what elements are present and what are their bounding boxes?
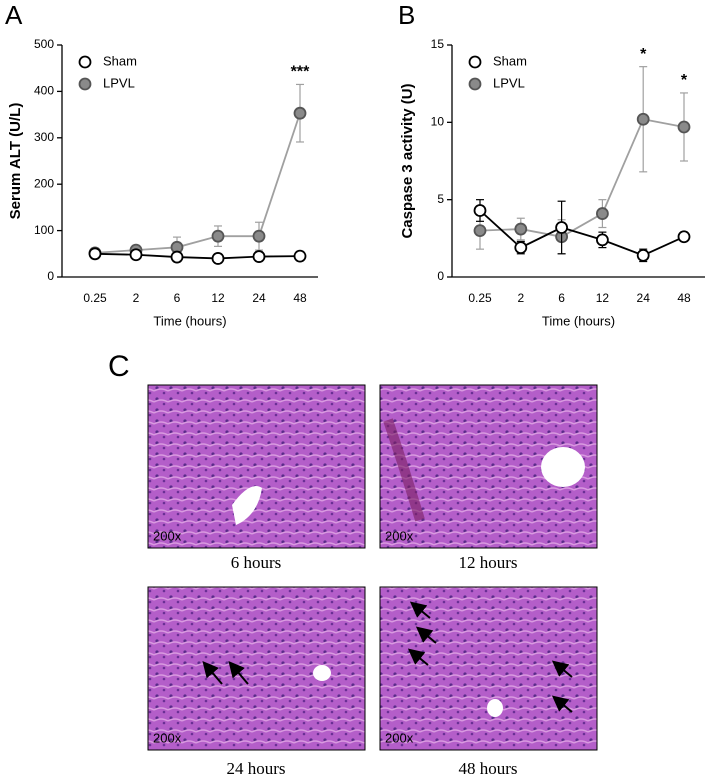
x-tick-label: 12 (211, 291, 225, 305)
x-tick-label: 0.25 (468, 291, 492, 305)
data-point (293, 106, 307, 120)
y-tick-label: 0 (47, 269, 54, 283)
magnification: 200x (153, 528, 182, 543)
arrow (551, 660, 573, 678)
data-point (596, 207, 609, 220)
significance-marker: *** (291, 64, 310, 81)
data-point (252, 229, 266, 243)
x-tick-label: 48 (677, 291, 691, 305)
arrow (409, 601, 431, 619)
caption: 12 hours (458, 553, 517, 572)
series-line (479, 209, 685, 257)
x-tick-label: 12 (596, 291, 610, 305)
arrows (202, 601, 573, 713)
arrow (407, 648, 429, 666)
y-tick-label: 15 (431, 37, 445, 51)
legend-marker (78, 55, 92, 69)
vessel (313, 665, 331, 681)
micrograph (379, 586, 598, 751)
y-axis-title: Serum ALT (U/L) (7, 103, 24, 220)
vessel (541, 447, 585, 487)
data-point (636, 112, 650, 126)
y-tick-label: 0 (437, 269, 444, 283)
panel-label: C (108, 350, 130, 383)
series-line (94, 252, 301, 260)
data-point (636, 248, 650, 262)
y-tick-label: 5 (437, 192, 444, 206)
magnification: 200x (385, 730, 414, 745)
significance-marker: * (681, 72, 688, 89)
x-tick-label: 2 (517, 291, 524, 305)
x-axis-title: Time (hours) (153, 313, 226, 328)
data-point (129, 248, 143, 262)
x-tick-label: 48 (293, 291, 307, 305)
data-point (514, 241, 528, 255)
y-tick-label: 100 (34, 223, 54, 237)
x-tick-label: 2 (133, 291, 140, 305)
legend-marker (468, 77, 482, 91)
micrographs (147, 384, 598, 751)
x-tick-label: 6 (558, 291, 565, 305)
data-point (88, 247, 102, 261)
y-tick-label: 200 (34, 176, 54, 190)
legend-marker (468, 55, 482, 69)
series-line (479, 118, 685, 238)
caption: 48 hours (458, 759, 517, 778)
arrow (415, 626, 437, 644)
data-point (555, 221, 568, 234)
x-tick-label: 24 (637, 291, 651, 305)
y-tick-label: 500 (34, 37, 54, 51)
magnification: 200x (153, 730, 182, 745)
x-tick-label: 24 (252, 291, 266, 305)
data-point (211, 229, 225, 243)
micrograph (147, 384, 366, 549)
x-axis-title: Time (hours) (542, 313, 615, 328)
data-point (473, 204, 487, 217)
data-point (596, 233, 609, 247)
legend-label: Sham (103, 53, 137, 68)
series-line (94, 112, 301, 254)
y-tick-label: 10 (431, 115, 445, 129)
y-tick-label: 400 (34, 84, 54, 98)
data-point (677, 230, 691, 244)
y-axis-title: Caspase 3 activity (U) (399, 83, 416, 238)
x-tick-label: 0.25 (83, 291, 107, 305)
legend-label: Sham (493, 53, 527, 68)
infiltrate (383, 418, 425, 522)
y-tick-label: 300 (34, 130, 54, 144)
arrow (202, 660, 223, 685)
micrograph (147, 586, 366, 751)
significance-marker: * (640, 46, 647, 63)
data-point (473, 224, 487, 238)
caption: 24 hours (226, 759, 285, 778)
data-point (252, 250, 266, 263)
legend-marker (78, 77, 92, 91)
data-point (211, 252, 225, 265)
panel-label: B (398, 0, 415, 30)
data-point (170, 250, 184, 264)
arrow (551, 695, 573, 713)
vessel (232, 486, 262, 525)
data-point (514, 222, 528, 236)
legend-label: LPVL (493, 75, 525, 90)
data-point (293, 249, 307, 263)
data-point (677, 120, 691, 134)
panel-label: A (5, 0, 23, 30)
magnification: 200x (385, 528, 414, 543)
x-tick-label: 6 (174, 291, 181, 305)
legend-label: LPVL (103, 75, 135, 90)
caption: 6 hours (231, 553, 282, 572)
vessel (487, 699, 503, 717)
arrow (228, 660, 249, 685)
